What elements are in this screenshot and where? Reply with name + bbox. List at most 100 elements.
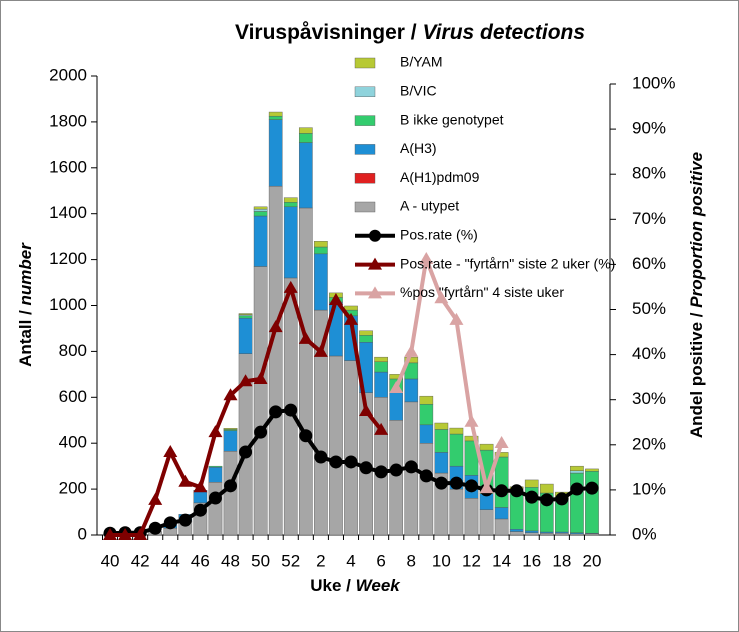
bar-segment — [494, 452, 509, 458]
line-point — [193, 503, 207, 517]
line-point — [193, 480, 208, 493]
line-point — [148, 521, 162, 535]
bar-segment — [238, 315, 253, 319]
bar-segment — [329, 355, 343, 536]
x-tick-label: 8 — [407, 551, 416, 570]
bar-segment — [389, 392, 404, 421]
line-point — [133, 528, 148, 540]
y-tick-label: 1200 — [49, 249, 87, 268]
bar-segment — [404, 356, 419, 364]
line-point — [344, 455, 358, 469]
bar-segment — [464, 435, 479, 442]
line-point — [525, 490, 539, 504]
line-point — [449, 476, 463, 490]
line-point — [313, 344, 328, 357]
bar-segment — [223, 428, 238, 430]
y-tick-label: 2000 — [49, 65, 87, 84]
bar-segment — [449, 427, 464, 435]
bar-segment — [344, 360, 358, 536]
legend-swatch — [354, 201, 376, 213]
line-point — [268, 320, 283, 333]
x-tick-label: 6 — [376, 551, 385, 570]
line-point — [103, 528, 118, 540]
bar-segment — [509, 531, 524, 536]
bar-segment — [314, 246, 328, 255]
line-point — [389, 463, 403, 477]
x-tick-label: 16 — [522, 551, 541, 570]
bar-segment — [359, 335, 373, 343]
bar-segment — [419, 424, 434, 444]
legend-marker — [368, 286, 382, 299]
line-point — [163, 445, 178, 458]
line-point — [374, 465, 388, 479]
bar-segment — [253, 208, 268, 212]
bar-segment — [298, 207, 313, 536]
legend-label: Pos.rate (%) — [400, 227, 478, 243]
y-axis-label: Antall / number — [16, 242, 35, 367]
y2-tick-label: 50% — [632, 299, 666, 318]
x-tick-label: 12 — [462, 551, 481, 570]
bar-segment — [298, 142, 313, 209]
line-point — [163, 516, 177, 530]
line-point — [570, 482, 584, 496]
bar-segment — [268, 119, 283, 187]
line-point — [404, 344, 419, 357]
bar-segment — [434, 429, 449, 453]
y-label-main: Antall / — [16, 305, 35, 366]
bar-segment — [374, 371, 388, 398]
line-point — [239, 445, 253, 459]
line-point — [464, 414, 479, 427]
legend-marker — [369, 229, 381, 242]
legend-marker — [368, 257, 382, 270]
x-tick-label: 42 — [131, 551, 150, 570]
line-point — [298, 331, 313, 344]
bar-segment — [419, 443, 434, 536]
line-point — [434, 476, 448, 490]
bar-segment — [434, 422, 449, 430]
y-tick-label: 1400 — [49, 203, 87, 222]
x-label-main: Uke / — [310, 576, 355, 595]
y2-tick-label: 60% — [632, 254, 666, 273]
bar-segment — [208, 467, 223, 483]
y-tick-label: 1000 — [49, 295, 87, 314]
bar-segment — [253, 206, 268, 210]
y-tick-label: 600 — [59, 387, 87, 406]
title-main: Viruspåvisninger / — [235, 21, 423, 44]
x-tick-label: 50 — [251, 551, 270, 570]
line-point — [555, 492, 569, 506]
line-point — [419, 469, 433, 483]
legend-label: A(H3) — [400, 140, 437, 156]
x-tick-label: 40 — [101, 551, 120, 570]
legend-label: B/YAM — [400, 54, 443, 70]
y2-tick-label: 40% — [632, 344, 666, 363]
line-point — [464, 479, 478, 493]
line-point — [495, 484, 509, 498]
bar-segment — [283, 206, 298, 279]
y2-label-italic: Proportion positive — [687, 152, 706, 308]
line-point — [344, 312, 358, 325]
bar-segment — [524, 532, 539, 536]
bar-segment — [449, 433, 464, 467]
bar-segment — [570, 465, 584, 471]
line-point — [419, 251, 434, 264]
line-point — [359, 461, 373, 475]
bar-segment — [494, 507, 509, 520]
line-point — [449, 312, 464, 325]
bar-segment — [570, 472, 584, 533]
legend-swatch — [354, 57, 376, 69]
line-point — [284, 403, 298, 417]
line-point — [283, 280, 298, 293]
chart-title: Viruspåvisninger / Virus detections — [235, 21, 585, 44]
bar-segment — [494, 518, 509, 536]
bar-segment — [314, 253, 328, 311]
x-tick-label: 46 — [191, 551, 210, 570]
bar-segment — [298, 133, 313, 143]
line-point — [540, 493, 554, 507]
bar-segment — [449, 488, 464, 536]
line-point — [585, 481, 599, 495]
bar-segment — [404, 378, 419, 403]
bar-segment — [268, 115, 283, 120]
line-point — [254, 425, 268, 439]
